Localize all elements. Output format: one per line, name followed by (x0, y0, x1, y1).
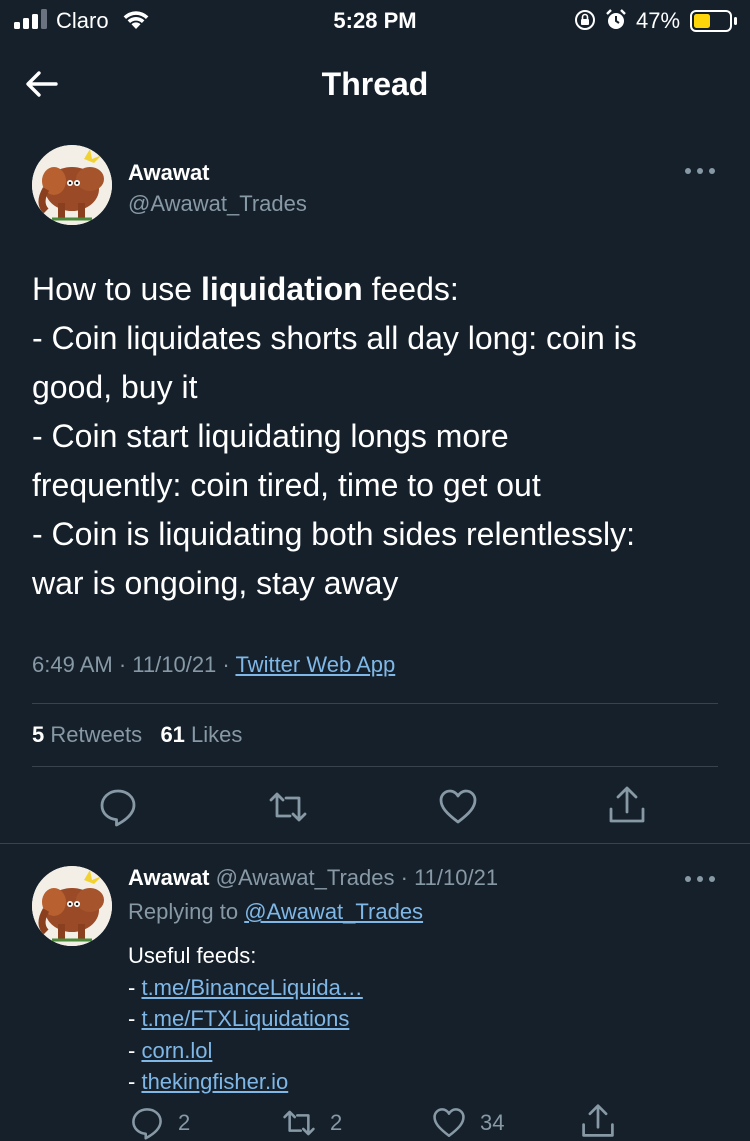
share-button[interactable] (580, 1104, 616, 1138)
reply-header: Awawat @Awawat_Trades · 11/10/21 (128, 865, 499, 890)
list-item: - t.me/BinanceLiquida… (128, 974, 363, 1000)
list-item: - t.me/FTXLiquidations (128, 1006, 350, 1031)
source-link[interactable]: Twitter Web App (235, 652, 396, 677)
carrier-name: Claro (56, 8, 109, 33)
share-icon (582, 1104, 614, 1137)
reply-text: Useful feeds: - t.me/BinanceLiquida… - t… (128, 940, 363, 1098)
reply-icon (132, 1108, 162, 1140)
tweet-text: How to use liquidation feeds: - Coin liq… (32, 265, 732, 608)
heart-icon (433, 1108, 465, 1138)
feed-link[interactable]: t.me/BinanceLiquida… (141, 974, 363, 1000)
reply-icon[interactable] (98, 787, 138, 827)
list-item: - thekingfisher.io (128, 1069, 289, 1094)
alarm-icon (606, 9, 626, 29)
divider (32, 766, 718, 767)
elephant-avatar-image (32, 866, 112, 946)
tweet-meta: 6:49 AM · 11/10/21 · Twitter Web App (32, 652, 396, 677)
tweet-line: - Coin is liquidating both sides relentl… (32, 516, 635, 552)
tweet-date: 11/10/21 (132, 652, 217, 677)
feed-link[interactable]: t.me/FTXLiquidations (141, 1006, 350, 1031)
avatar[interactable] (32, 145, 112, 225)
more-options-icon[interactable] (682, 164, 718, 178)
display-name[interactable]: Awawat (128, 865, 210, 890)
retweets-stat[interactable]: 5 Retweets (32, 722, 143, 747)
retweet-button[interactable]: 2 (282, 1106, 342, 1140)
tweet-date: 11/10/21 (414, 865, 499, 890)
reply-count: 2 (178, 1110, 191, 1135)
signal-icon (14, 9, 47, 29)
list-item: - corn.lol (128, 1037, 213, 1063)
reply-button[interactable]: 2 (130, 1106, 190, 1140)
status-time: 5:28 PM (333, 8, 417, 33)
share-icon[interactable] (607, 785, 647, 825)
bold-keyword: liquidation (200, 271, 363, 307)
status-bar: Claro 5:28 PM 47% (0, 0, 750, 40)
feed-link[interactable]: thekingfisher.io (141, 1069, 289, 1094)
retweet-icon[interactable] (268, 787, 308, 827)
tweet-line: How to use liquidation feeds: (32, 271, 459, 307)
wifi-icon (123, 11, 149, 29)
tweet-time: 6:49 AM (32, 652, 113, 677)
retweet-icon (283, 1110, 315, 1136)
feed-link[interactable]: corn.lol (141, 1037, 213, 1063)
tweet-line: - Coin start liquidating longs more (32, 418, 509, 454)
heart-icon[interactable] (438, 787, 478, 827)
reply-intro: Useful feeds: (128, 943, 257, 968)
like-button[interactable]: 34 (432, 1106, 504, 1140)
battery-icon (690, 10, 737, 32)
avatar[interactable] (32, 866, 112, 946)
orientation-lock-icon (575, 10, 595, 30)
retweet-count: 2 (330, 1110, 343, 1135)
tweet-stats: 5 Retweets 61 Likes (32, 722, 242, 748)
replying-to: Replying to @Awawat_Trades (128, 899, 424, 924)
user-handle[interactable]: @Awawat_Trades (215, 865, 395, 890)
user-handle[interactable]: @Awawat_Trades (128, 191, 307, 216)
replying-to-link[interactable]: @Awawat_Trades (244, 899, 424, 924)
divider (0, 843, 750, 844)
tweet-line: - Coin liquidates shorts all day long: c… (32, 320, 637, 356)
tweet-line: frequently: coin tired, time to get out (32, 467, 541, 503)
tweet-line: war is ongoing, stay away (32, 565, 399, 601)
tweet-line: good, buy it (32, 369, 198, 405)
likes-stat[interactable]: 61 Likes (160, 722, 243, 747)
page-title: Thread (321, 66, 429, 102)
back-arrow-icon[interactable] (22, 64, 62, 104)
battery-percent: 47% (636, 8, 681, 33)
like-count: 34 (480, 1110, 505, 1135)
divider (32, 703, 718, 704)
more-options-icon[interactable] (682, 872, 718, 886)
display-name[interactable]: Awawat (128, 160, 210, 185)
elephant-avatar-image (32, 145, 112, 225)
